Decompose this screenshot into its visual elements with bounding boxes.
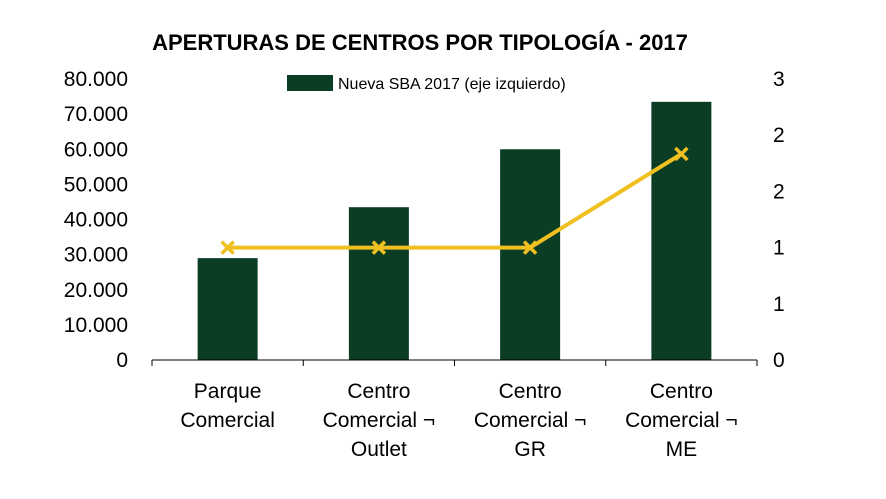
line-marker [220, 240, 235, 255]
right-tick-label: 0 [773, 349, 785, 372]
left-tick-label: 50.000 [64, 173, 128, 196]
line-marker [371, 240, 387, 255]
line-marker [674, 146, 689, 162]
right-tick-label: 1 [773, 237, 785, 260]
left-tick-label: 30.000 [64, 244, 128, 267]
legend-swatch [287, 75, 333, 91]
left-tick-label: 60.000 [64, 138, 128, 161]
bar [651, 101, 712, 361]
chart-title: APERTURAS DE CENTROS POR TIPOLOGÍA - 201… [152, 30, 688, 55]
left-tick-label: 70.000 [64, 103, 128, 126]
x-axis-ticks [151, 360, 758, 366]
right-axis: 0 1 1 2 2 3 [773, 68, 785, 372]
line-series [220, 146, 689, 255]
line-path [227, 152, 683, 250]
bar [500, 149, 561, 360]
legend-label: Nueva SBA 2017 (eje izquierdo) [338, 76, 566, 93]
category-label: Centro Comercial ¬ Outlet [323, 380, 436, 461]
x-axis-labels: Parque Comercial Centro Comercial ¬ Outlet Ce… [180, 380, 737, 461]
left-tick-label: 0 [116, 349, 128, 372]
left-tick-label: 40.000 [64, 209, 128, 232]
bar [197, 258, 258, 360]
right-tick-label: 3 [773, 68, 785, 91]
bar-series [197, 101, 712, 361]
right-tick-label: 2 [773, 124, 785, 147]
left-axis: 0 10.000 20.000 30.000 40.000 50.000 60.000 70.… [64, 68, 128, 372]
left-tick-label: 80.000 [64, 68, 128, 91]
category-label: Centro Comercial ¬ GR [474, 380, 587, 461]
legend: Nueva SBA 2017 (eje izquierdo) [287, 75, 566, 93]
right-tick-label: 1 [773, 293, 785, 316]
bar [348, 207, 409, 360]
left-tick-label: 20.000 [64, 279, 128, 302]
category-label: Centro Comercial ¬ ME [625, 380, 738, 461]
category-label: Parque Comercial [180, 380, 275, 432]
line-marker [522, 240, 538, 255]
left-tick-label: 10.000 [64, 314, 128, 337]
right-tick-label: 2 [773, 180, 785, 203]
